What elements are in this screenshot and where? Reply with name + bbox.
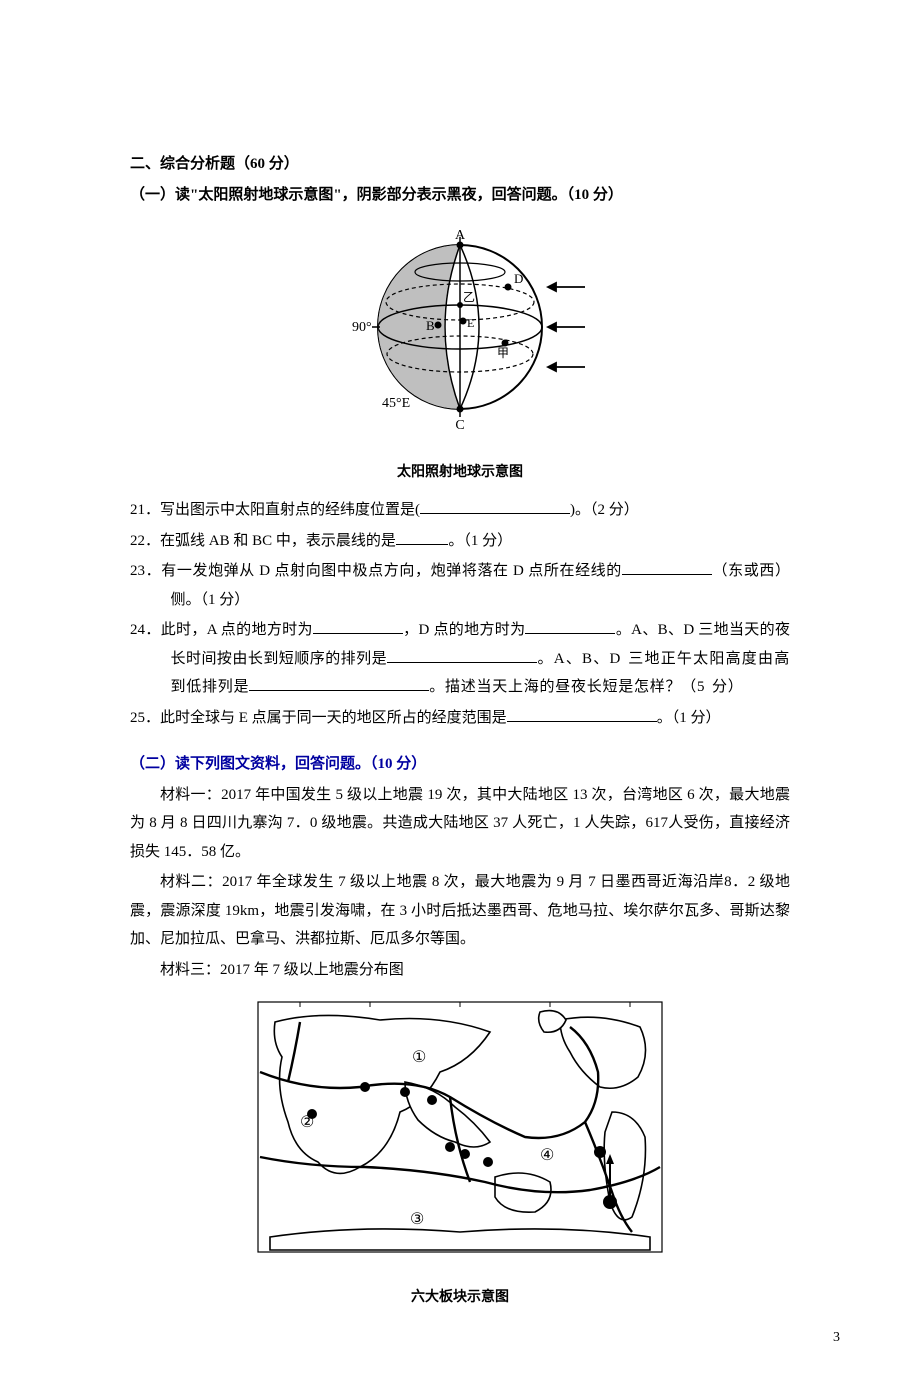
q21-num: 21． xyxy=(130,502,160,518)
part2-title: （二）读下列图文资料，回答问题。（10 分） xyxy=(130,750,790,779)
q24-a: 此时，A 点的地方时为 xyxy=(161,622,313,638)
globe-label-z: 乙 xyxy=(463,290,475,304)
material-3: 材料三：2017 年 7 级以上地震分布图 xyxy=(130,956,790,985)
globe-label-jia: 甲 xyxy=(497,346,509,360)
q24-blank3 xyxy=(387,646,537,663)
map-label-4: ④ xyxy=(540,1147,554,1164)
q23-a: 有一发炮弹从 D 点射向图中极点方向，炮弹将落在 D 点所在经线的 xyxy=(161,563,622,579)
figure-2-caption: 六大板块示意图 xyxy=(130,1285,790,1312)
q22-b: 。（1 分） xyxy=(448,533,512,549)
q24-num: 24． xyxy=(130,622,161,638)
q21: 21．写出图示中太阳直射点的经纬度位置是( )。（2 分） xyxy=(130,496,790,525)
figure-1-wrap: A B C D E 乙 甲 90° 45°E 太阳照射地球示意图 xyxy=(130,217,790,486)
q21-a: 写出图示中太阳直射点的经纬度位置是( xyxy=(160,502,420,518)
globe-deg90: 90° xyxy=(352,320,372,335)
q23: 23．有一发炮弹从 D 点射向图中极点方向，炮弹将落在 D 点所在经线的（东或西… xyxy=(130,557,790,614)
q25-a: 此时全球与 E 点属于同一天的地区所占的经度范围是 xyxy=(160,710,507,726)
part1-title: （一）读"太阳照射地球示意图"，阴影部分表示黑夜，回答问题。（10 分） xyxy=(130,181,790,210)
page-number: 3 xyxy=(833,1325,840,1352)
q24-e: 。描述当天上海的昼夜长短是怎样？（5 分） xyxy=(429,679,743,695)
q25-blank xyxy=(507,705,657,722)
q25: 25．此时全球与 E 点属于同一天的地区所占的经度范围是 。（1 分） xyxy=(130,704,790,733)
q24-blank4 xyxy=(249,675,429,692)
figure-1-caption: 太阳照射地球示意图 xyxy=(130,460,790,487)
globe-label-b: B xyxy=(426,318,435,333)
q22-num: 22． xyxy=(130,533,160,549)
q21-b: )。（2 分） xyxy=(570,502,639,518)
globe-label-a: A xyxy=(455,228,466,243)
q24-blank1 xyxy=(313,618,403,635)
globe-label-c: C xyxy=(455,418,464,433)
q23-num: 23． xyxy=(130,563,161,579)
q25-b: 。（1 分） xyxy=(657,710,721,726)
globe-figure: A B C D E 乙 甲 90° 45°E xyxy=(330,217,590,447)
q23-blank xyxy=(622,559,712,576)
globe-label-e: E xyxy=(467,316,474,330)
figure-2-wrap: ① ② ③ ④ 六大板块示意图 xyxy=(130,992,790,1311)
q21-blank xyxy=(420,498,570,515)
q22-blank xyxy=(396,528,449,545)
q22-a: 在弧线 AB 和 BC 中，表示晨线的是 xyxy=(160,533,396,549)
plate-map-figure: ① ② ③ ④ xyxy=(240,992,680,1272)
map-label-2: ② xyxy=(300,1114,314,1131)
section-title: 二、综合分析题（60 分） xyxy=(130,150,790,179)
q25-num: 25． xyxy=(130,710,160,726)
globe-label-d: D xyxy=(514,271,523,286)
q24-b: ，D 点的地方时为 xyxy=(403,622,526,638)
q24: 24．此时，A 点的地方时为，D 点的地方时为。A、B、D 三地当天的夜长时间按… xyxy=(130,616,790,702)
q22: 22．在弧线 AB 和 BC 中，表示晨线的是 。（1 分） xyxy=(130,527,790,556)
material-1: 材料一：2017 年中国发生 5 级以上地震 19 次，其中大陆地区 13 次，… xyxy=(130,781,790,867)
globe-deg45: 45°E xyxy=(382,396,410,411)
q24-blank2 xyxy=(525,618,615,635)
map-label-3: ③ xyxy=(410,1211,424,1228)
map-label-1: ① xyxy=(412,1049,426,1066)
material-2: 材料二：2017 年全球发生 7 级以上地震 8 次，最大地震为 9 月 7 日… xyxy=(130,868,790,954)
